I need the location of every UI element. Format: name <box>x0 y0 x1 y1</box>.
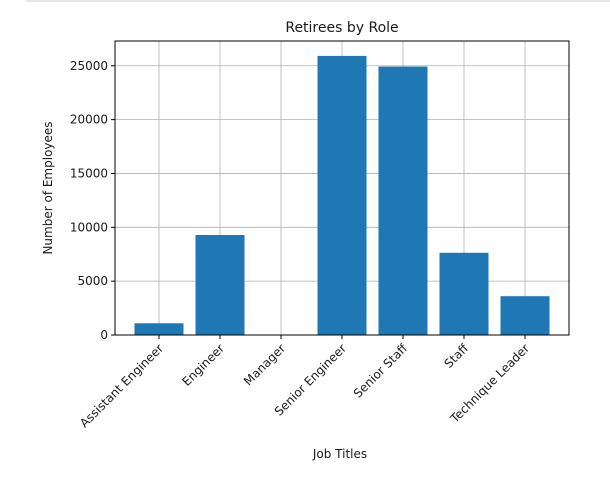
bar-assistant-engineer <box>135 323 184 335</box>
bar-senior-staff <box>379 67 428 335</box>
chart-title: Retirees by Role <box>285 20 398 36</box>
x-axis-label: Job Titles <box>312 447 367 461</box>
y-tick-label: 10000 <box>70 220 108 234</box>
y-tick-label: 5000 <box>77 274 108 288</box>
x-axis-ticks: Assistant Engineer Engineer Manager Senior … <box>77 335 532 430</box>
y-axis-label: Number of Employees <box>41 121 55 254</box>
y-tick-label: 25000 <box>70 59 108 73</box>
y-axis-ticks: 0 5000 10000 15000 20000 25000 <box>70 59 115 342</box>
y-tick-label: 0 <box>100 328 108 342</box>
top-divider <box>26 0 610 2</box>
bar-technique-leader <box>501 296 550 335</box>
bars <box>135 56 550 335</box>
bar-senior-engineer <box>318 56 367 335</box>
y-tick-label: 20000 <box>70 113 108 127</box>
x-tick-label: Senior Staff <box>351 341 411 401</box>
x-tick-label: Assistant Engineer <box>77 341 166 430</box>
x-tick-label: Staff <box>441 341 471 371</box>
x-tick-label: Manager <box>241 341 288 388</box>
bar-staff <box>440 253 489 335</box>
bar-engineer <box>196 235 245 335</box>
y-tick-label: 15000 <box>70 166 108 180</box>
x-tick-label: Engineer <box>179 341 227 389</box>
